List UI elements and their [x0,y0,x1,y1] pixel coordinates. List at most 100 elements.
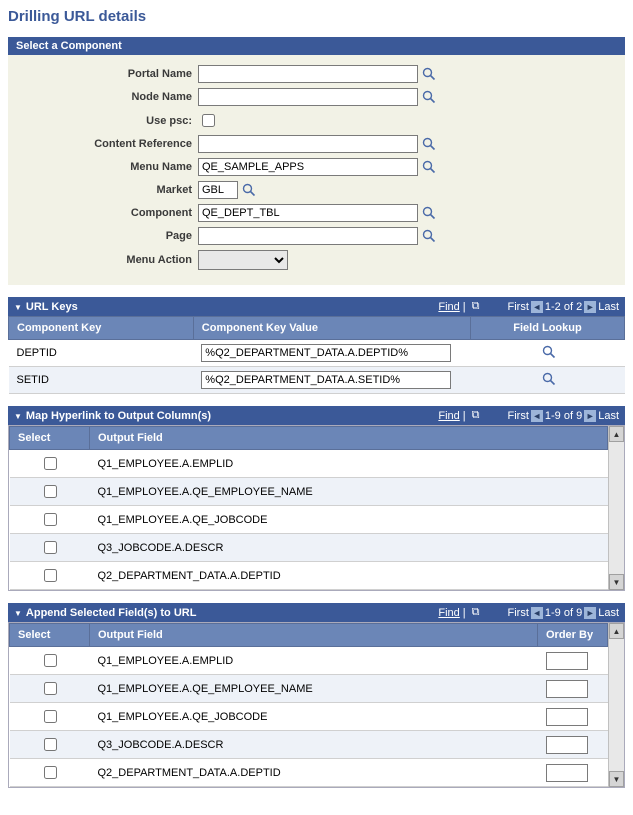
append-row-checkbox[interactable] [44,682,57,695]
url-keys-popup-icon[interactable]: ⧉ [472,300,480,313]
node-name-label: Node Name [18,91,198,103]
portal-name-lookup-icon[interactable] [422,67,436,81]
append-order-input[interactable] [546,652,588,670]
map-prev-icon[interactable]: ◄ [531,410,543,422]
map-scrollbar[interactable]: ▲ ▼ [608,426,624,590]
map-hyperlink-bar: Map Hyperlink to Output Column(s) Find |… [8,406,625,425]
url-keys-lookup-icon[interactable] [542,345,556,359]
map-last[interactable]: Last [598,410,619,422]
append-row-field: Q2_DEPARTMENT_DATA.A.DEPTID [90,759,538,787]
menu-name-label: Menu Name [18,161,198,173]
url-keys-prev-icon[interactable]: ◄ [531,301,543,313]
col-field-lookup: Field Lookup [470,317,624,340]
append-fields-bar: Append Selected Field(s) to URL Find | ⧉… [8,603,625,622]
map-find-link[interactable]: Find [438,410,459,422]
url-keys-key: DEPTID [9,340,194,367]
map-hyperlink-grid: Select Output Field Q1_EMPLOYEE.A.EMPLID… [9,426,608,590]
scroll-down-icon[interactable]: ▼ [609,574,624,590]
append-scrollbar[interactable]: ▲ ▼ [608,623,624,787]
url-keys-key: SETID [9,367,194,394]
map-first[interactable]: First [508,410,529,422]
col-component-key: Component Key [9,317,194,340]
content-ref-lookup-icon[interactable] [422,137,436,151]
append-row-checkbox[interactable] [44,710,57,723]
append-order-input[interactable] [546,764,588,782]
component-lookup-icon[interactable] [422,206,436,220]
append-next-icon[interactable]: ► [584,607,596,619]
map-popup-icon[interactable]: ⧉ [472,409,480,422]
menu-name-lookup-icon[interactable] [422,160,436,174]
append-row-checkbox[interactable] [44,766,57,779]
node-name-input[interactable] [198,88,418,106]
component-form: Portal Name Node Name Use psc: Content R… [8,55,625,285]
append-row-field: Q3_JOBCODE.A.DESCR [90,731,538,759]
append-order-input[interactable] [546,680,588,698]
node-name-lookup-icon[interactable] [422,90,436,104]
col-component-key-value: Component Key Value [193,317,470,340]
component-label: Component [18,207,198,219]
append-first[interactable]: First [508,607,529,619]
market-lookup-icon[interactable] [242,183,256,197]
map-row-checkbox[interactable] [44,485,57,498]
url-keys-lookup-icon[interactable] [542,372,556,386]
map-row-checkbox[interactable] [44,513,57,526]
append-popup-icon[interactable]: ⧉ [472,606,480,619]
content-ref-input[interactable] [198,135,418,153]
append-row-checkbox[interactable] [44,738,57,751]
url-keys-last[interactable]: Last [598,301,619,313]
select-component-header: Select a Component [8,37,625,55]
url-keys-range: 1-2 of 2 [545,301,582,313]
market-label: Market [18,184,198,196]
map-row-checkbox[interactable] [44,541,57,554]
url-keys-find-link[interactable]: Find [438,301,459,313]
page-input[interactable] [198,227,418,245]
append-col-field: Output Field [90,624,538,647]
scroll-down-icon[interactable]: ▼ [609,771,624,787]
url-keys-bar: URL Keys Find | ⧉ First ◄ 1-2 of 2 ► Las… [8,297,625,316]
page-label: Page [18,230,198,242]
append-row-field: Q1_EMPLOYEE.A.EMPLID [90,647,538,675]
menu-action-label: Menu Action [18,254,198,266]
url-keys-value-input[interactable] [201,344,451,362]
append-row-field: Q1_EMPLOYEE.A.QE_EMPLOYEE_NAME [90,675,538,703]
url-keys-grid: Component Key Component Key Value Field … [8,316,625,394]
page-lookup-icon[interactable] [422,229,436,243]
map-row-field: Q1_EMPLOYEE.A.EMPLID [90,450,608,478]
map-row-checkbox[interactable] [44,569,57,582]
url-keys-value-input[interactable] [201,371,451,389]
url-keys-first[interactable]: First [508,301,529,313]
map-row-field: Q1_EMPLOYEE.A.QE_EMPLOYEE_NAME [90,478,608,506]
append-range: 1-9 of 9 [545,607,582,619]
append-prev-icon[interactable]: ◄ [531,607,543,619]
use-psc-checkbox[interactable] [202,114,215,127]
map-row-field: Q3_JOBCODE.A.DESCR [90,534,608,562]
component-input[interactable] [198,204,418,222]
append-last[interactable]: Last [598,607,619,619]
append-order-input[interactable] [546,708,588,726]
map-next-icon[interactable]: ► [584,410,596,422]
append-row-field: Q1_EMPLOYEE.A.QE_JOBCODE [90,703,538,731]
url-keys-header[interactable]: URL Keys [14,301,78,313]
market-input[interactable] [198,181,238,199]
portal-name-input[interactable] [198,65,418,83]
menu-name-input[interactable] [198,158,418,176]
map-col-field: Output Field [90,427,608,450]
append-col-select: Select [10,624,90,647]
append-row-checkbox[interactable] [44,654,57,667]
map-hyperlink-header[interactable]: Map Hyperlink to Output Column(s) [14,410,211,422]
append-col-order: Order By [538,624,608,647]
map-range: 1-9 of 9 [545,410,582,422]
url-keys-next-icon[interactable]: ► [584,301,596,313]
scroll-up-icon[interactable]: ▲ [609,623,624,639]
append-order-input[interactable] [546,736,588,754]
append-fields-grid: Select Output Field Order By Q1_EMPLOYEE… [9,623,608,787]
append-find-link[interactable]: Find [438,607,459,619]
scroll-up-icon[interactable]: ▲ [609,426,624,442]
menu-action-select[interactable] [198,250,288,270]
map-row-field: Q1_EMPLOYEE.A.QE_JOBCODE [90,506,608,534]
append-fields-header[interactable]: Append Selected Field(s) to URL [14,607,196,619]
map-row-checkbox[interactable] [44,457,57,470]
use-psc-label: Use psc: [18,115,198,127]
portal-name-label: Portal Name [18,68,198,80]
map-row-field: Q2_DEPARTMENT_DATA.A.DEPTID [90,562,608,590]
